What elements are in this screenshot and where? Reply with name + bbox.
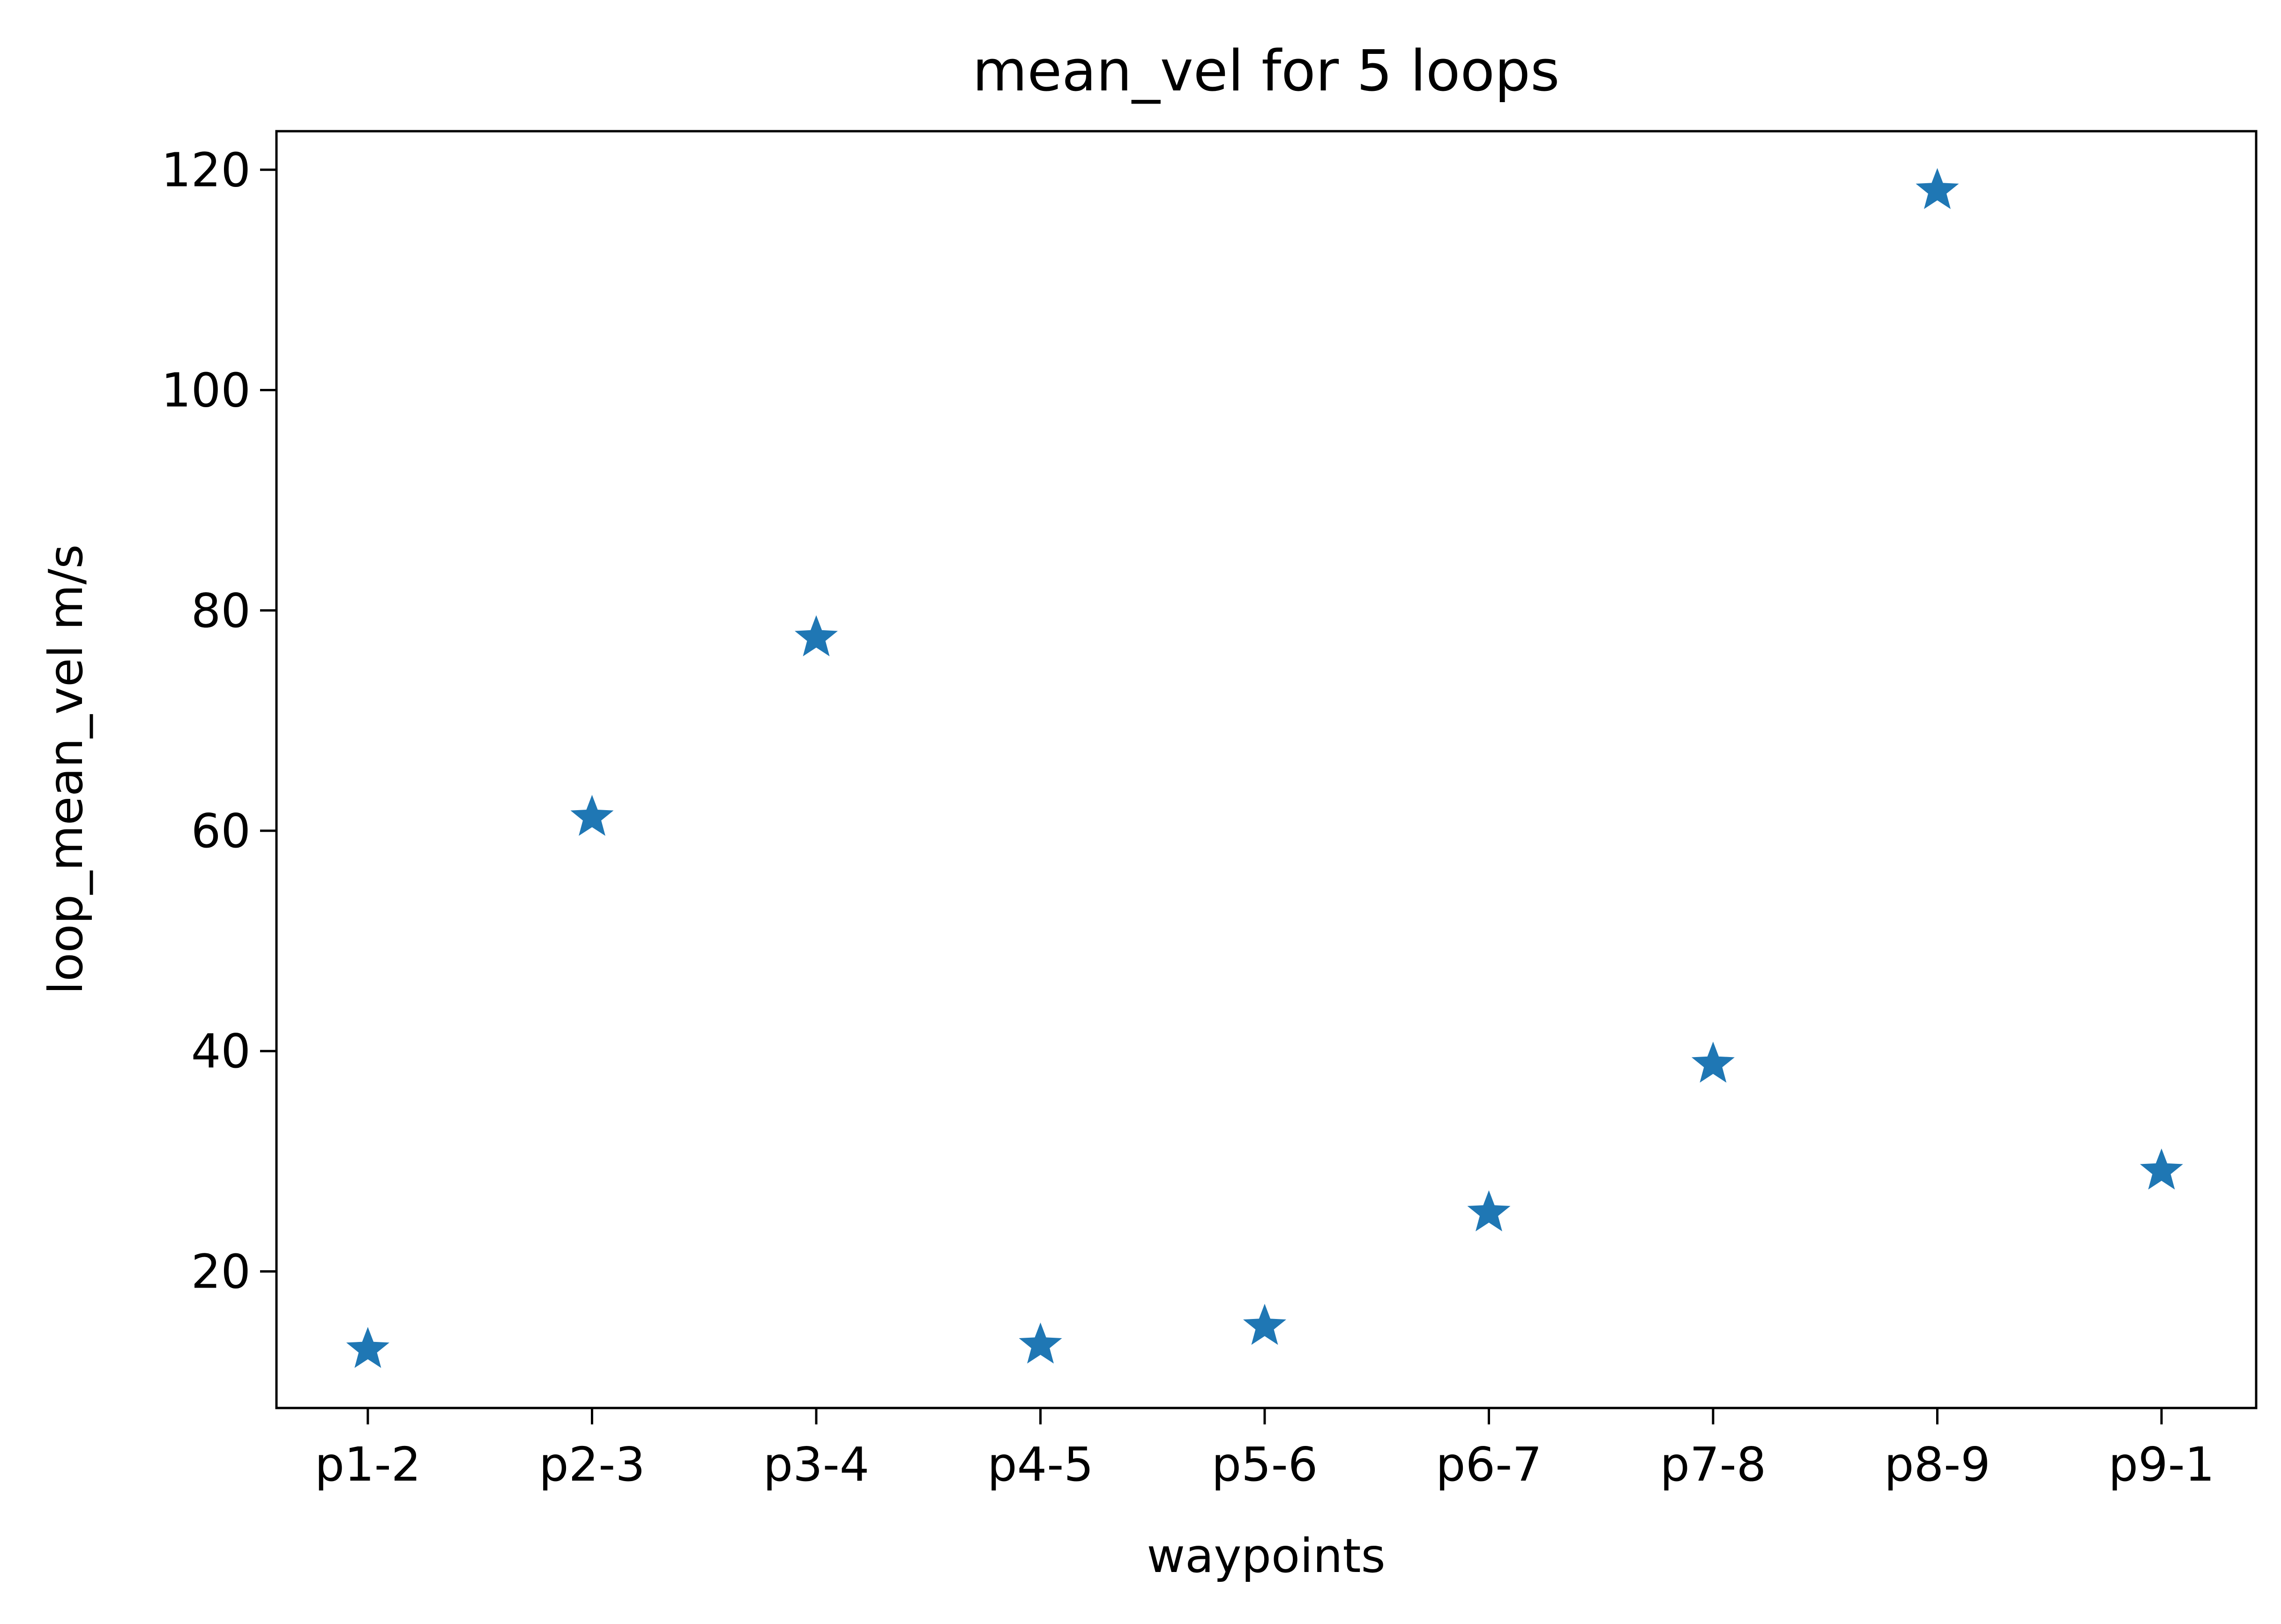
- data-point-p3-4: [794, 615, 838, 656]
- chart-title: mean_vel for 5 loops: [972, 39, 1559, 104]
- y-tick-label: 60: [191, 804, 251, 858]
- y-tick-label: 100: [161, 363, 251, 418]
- y-tick-label: 80: [191, 583, 251, 638]
- data-point-p9-1: [2140, 1148, 2183, 1190]
- plot-frame: [275, 130, 2258, 1409]
- data-points: [346, 168, 2183, 1368]
- x-tick-label: p5-6: [1212, 1437, 1318, 1492]
- x-axis: p1-2 p2-3 p3-4 p4-5 p5-6 p6-7 p7-8 p8-9 p9-1: [315, 1408, 2215, 1492]
- data-point-p6-7: [1467, 1190, 1511, 1232]
- y-axis-label: loop_mean_vel m/s: [38, 544, 93, 995]
- x-tick-label: p2-3: [539, 1437, 645, 1492]
- data-point-p7-8: [1691, 1041, 1735, 1083]
- data-point-p4-5: [1019, 1322, 1062, 1364]
- x-tick-label: p1-2: [315, 1437, 421, 1492]
- data-point-p5-6: [1243, 1304, 1287, 1345]
- x-tick-label: p7-8: [1660, 1437, 1767, 1492]
- y-axis: 20 40 60 80 100 120: [161, 142, 276, 1299]
- y-tick-label: 40: [191, 1024, 251, 1079]
- x-tick-label: p3-4: [763, 1437, 870, 1492]
- y-tick-label: 120: [161, 142, 251, 197]
- data-point-p1-2: [346, 1326, 390, 1368]
- y-tick-label: 20: [191, 1244, 251, 1299]
- x-axis-label: waypoints: [1147, 1528, 1385, 1583]
- x-tick-label: p8-9: [1884, 1437, 1990, 1492]
- x-tick-label: p4-5: [987, 1437, 1094, 1492]
- data-point-p8-9: [1916, 168, 1959, 209]
- x-tick-label: p9-1: [2109, 1437, 2215, 1492]
- data-point-p2-3: [570, 795, 614, 836]
- x-tick-label: p6-7: [1436, 1437, 1542, 1492]
